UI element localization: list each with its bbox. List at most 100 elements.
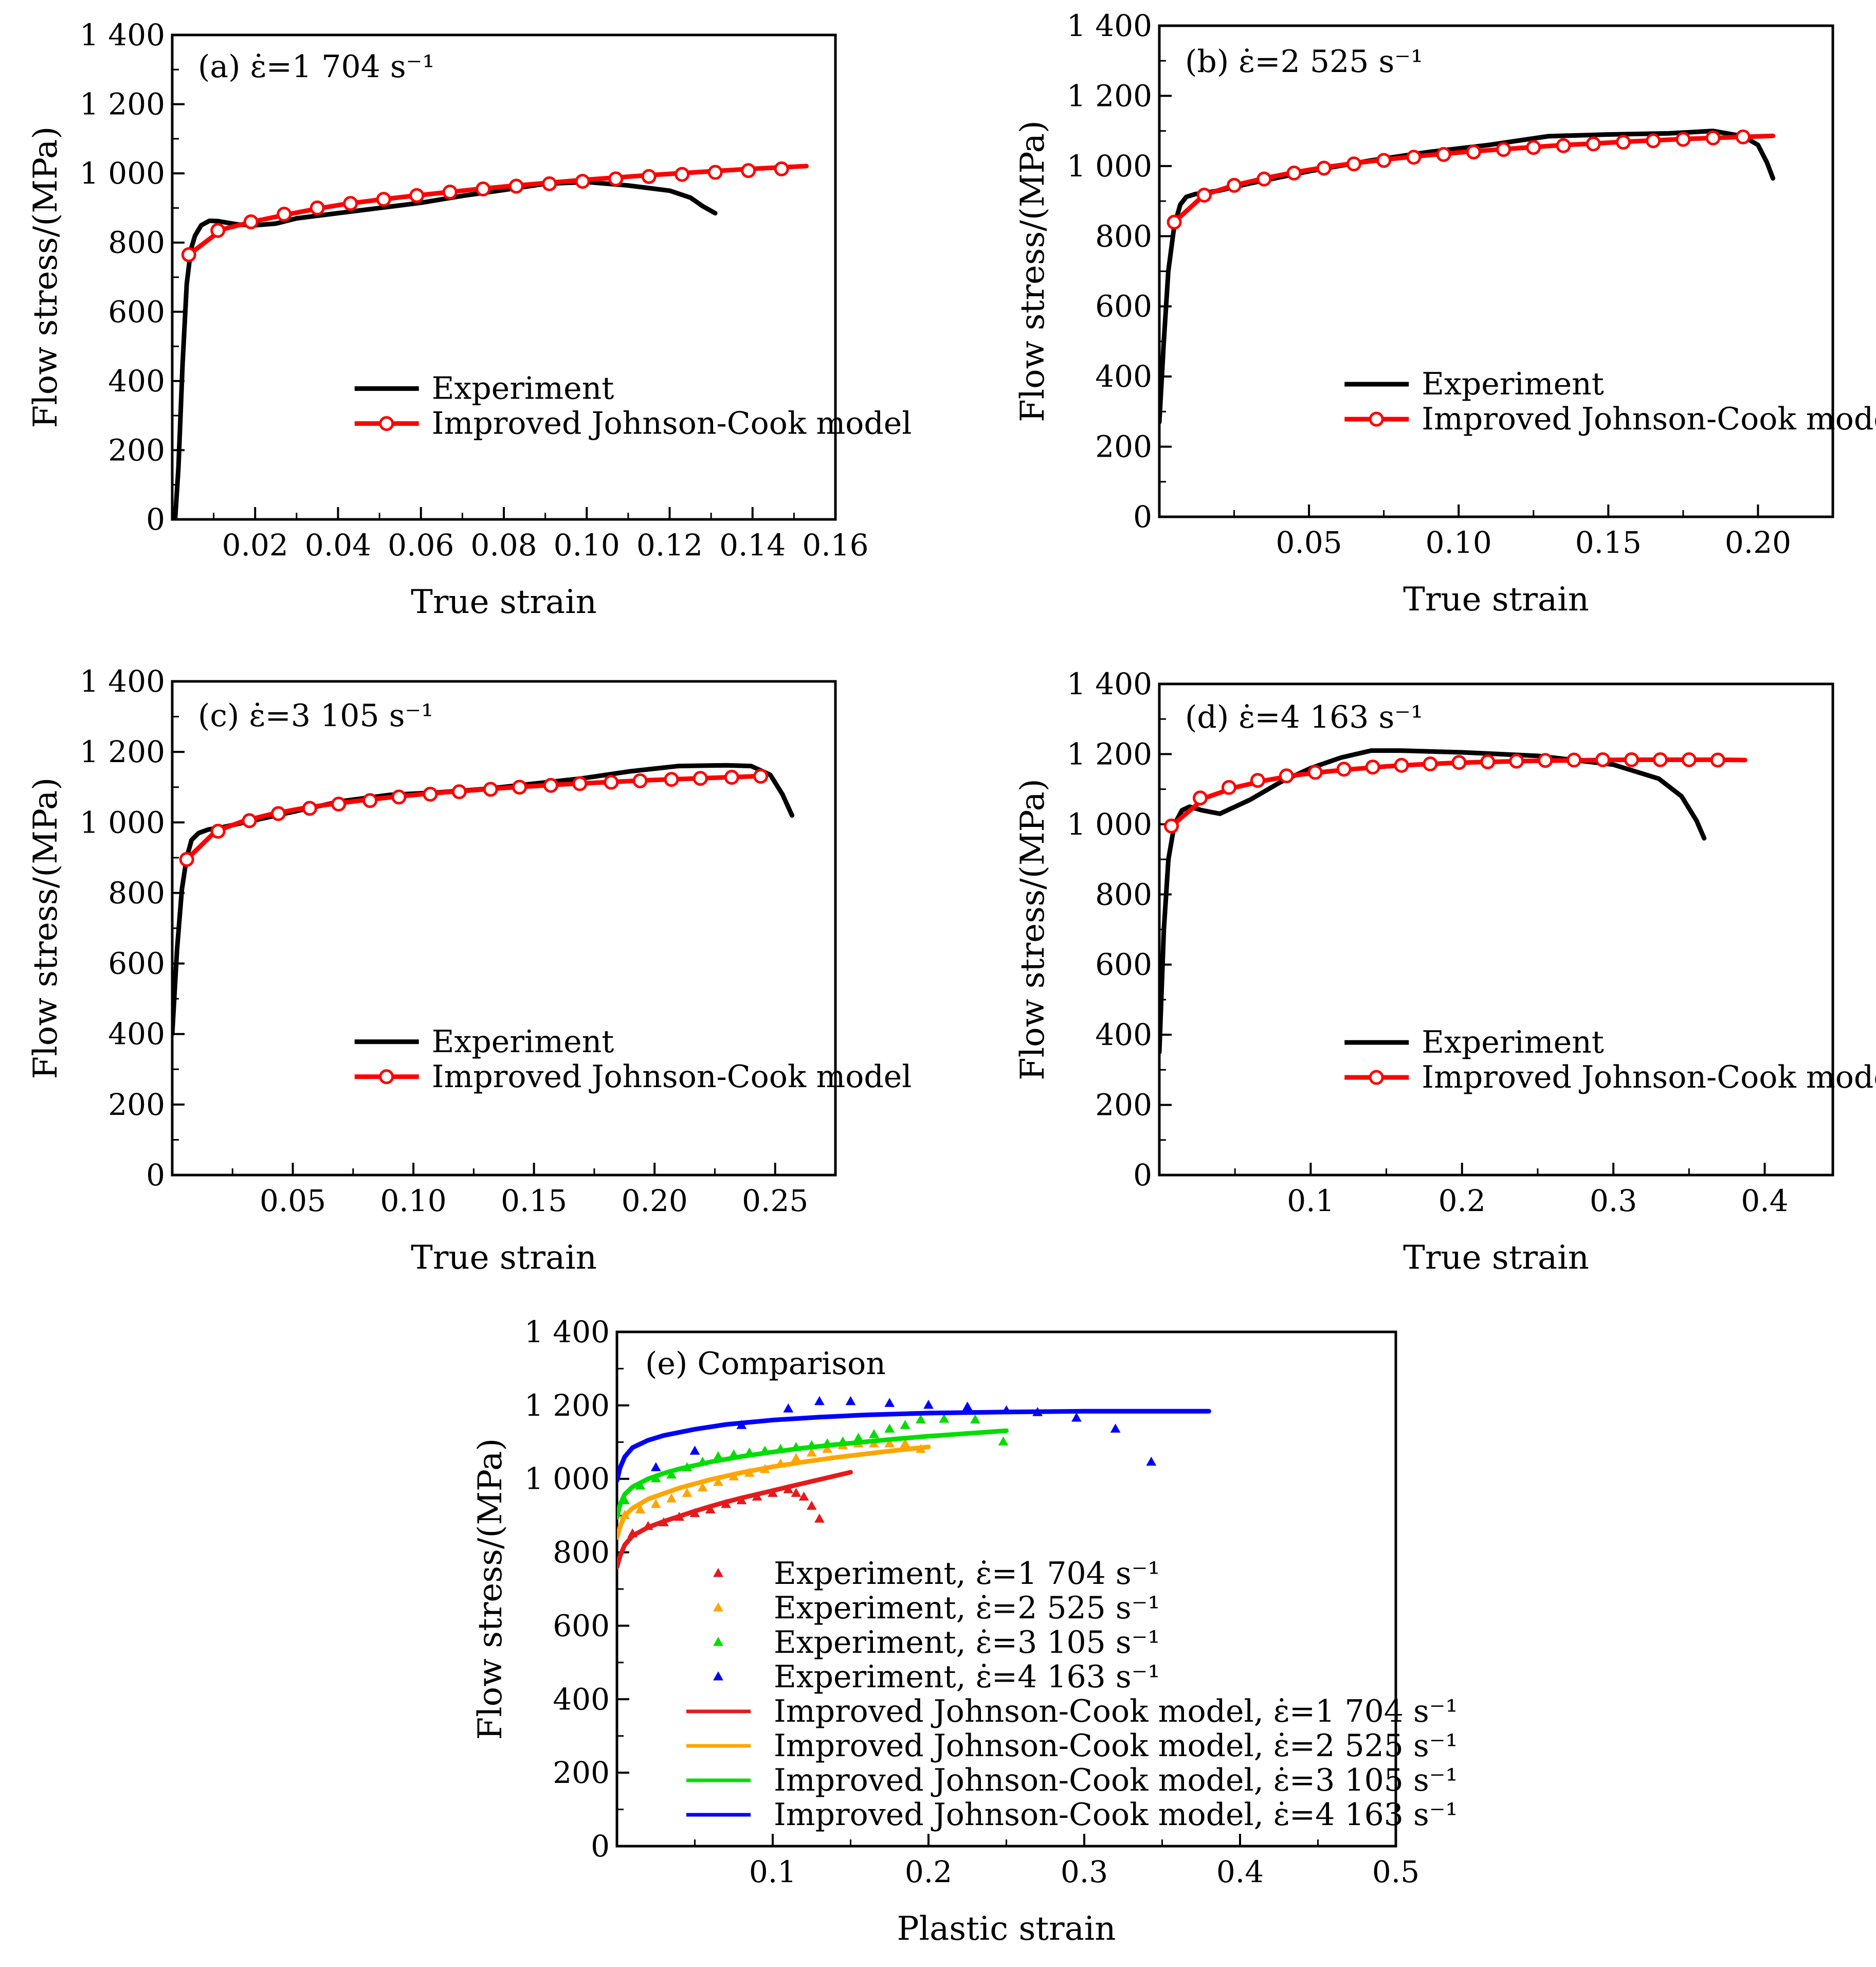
y-tick-label: 1 400 (80, 664, 165, 699)
scatter-point (915, 1414, 926, 1424)
model-marker (451, 784, 467, 800)
scatter-point (900, 1420, 910, 1429)
scatter-point (705, 1504, 716, 1514)
y-tick-label: 0 (146, 1158, 165, 1193)
data-area (1159, 129, 1776, 425)
model-marker (1496, 142, 1511, 157)
scatter-point (666, 1469, 677, 1479)
x-tick-label: 0.2 (905, 1854, 952, 1889)
scatter-point (806, 1447, 817, 1457)
model-marker (741, 163, 756, 178)
y-tick-label: 400 (108, 364, 165, 399)
model-marker (442, 184, 458, 200)
x-tick-label: 0.10 (554, 528, 620, 563)
legend-label: Improved Johnson-Cook model, ε̇=3 105 s⁻… (774, 1762, 1458, 1798)
panel-title: (a) ε̇=1 704 s⁻¹ (198, 49, 434, 85)
model-marker (707, 165, 723, 180)
model-marker (1250, 773, 1265, 788)
chart-panel-c: 0 200 400 600 800 1 000 1 200 1 400 0.05 0.10 0.15… (27, 664, 912, 1277)
scatter-point (689, 1446, 700, 1455)
model-marker (1376, 153, 1392, 168)
y-tick-label: 1 200 (80, 87, 165, 122)
legend-label: Improved Johnson-Cook model, ε̇=2 525 s⁻… (774, 1728, 1458, 1764)
model-marker (1615, 134, 1631, 150)
scatter-point (650, 1462, 661, 1471)
model-marker (1480, 754, 1496, 769)
model-marker (724, 770, 739, 785)
legend-label: Experiment, ε̇=2 525 s⁻¹ (774, 1590, 1160, 1626)
x-tick-label: 0.5 (1372, 1854, 1419, 1889)
scatter-point (682, 1488, 693, 1497)
plot-frame (171, 33, 837, 521)
panel-title: (b) ε̇=2 525 s⁻¹ (1185, 44, 1423, 80)
model-marker (632, 773, 648, 788)
x-tick-label: 0.15 (1575, 525, 1642, 560)
legend-label: Experiment, ε̇=4 163 s⁻¹ (774, 1659, 1160, 1695)
series-line-0 (1159, 748, 1707, 1055)
model-marker (1675, 132, 1691, 147)
y-tick-label: 200 (108, 432, 165, 467)
legend-label: Experiment (1422, 1024, 1604, 1060)
legend-label: Improved Johnson-Cook model (432, 406, 912, 442)
legend-label: Improved Johnson-Cook model, ε̇=4 163 s⁻… (774, 1797, 1458, 1833)
model-marker (1509, 753, 1524, 769)
model-marker (1646, 133, 1661, 149)
y-tick-label: 600 (1095, 289, 1152, 324)
x-tick-label: 0.20 (1725, 525, 1791, 560)
scatter-point (923, 1399, 934, 1409)
x-tick-label: 0.16 (802, 528, 868, 563)
series-line-4 (617, 1470, 853, 1569)
model-marker (774, 161, 789, 176)
x-axis-title: True strain (1403, 1239, 1589, 1277)
scatter-point (798, 1491, 809, 1501)
series-line-0 (173, 179, 718, 519)
x-tick-label: 0.08 (470, 528, 537, 563)
y-axis-title: Flow stress/(MPa) (27, 778, 65, 1079)
model-marker (1406, 150, 1422, 165)
scatter-point (884, 1438, 895, 1448)
model-marker (1451, 755, 1467, 770)
y-axis-title: Flow stress/(MPa) (471, 1438, 509, 1740)
scatter-point (869, 1429, 879, 1438)
series-line-6 (617, 1428, 1009, 1520)
panel-title: (d) ε̇=4 163 s⁻¹ (1185, 699, 1423, 735)
chart-panel-e: 0 200 400 600 800 1 000 1 200 1 400 0.1 0.2 0.3 0.4… (471, 1314, 1458, 1948)
scatter-point (900, 1438, 910, 1448)
x-tick-label: 0.4 (1741, 1183, 1788, 1218)
y-tick-label: 600 (553, 1608, 610, 1643)
y-axis-title: Flow stress/(MPa) (1014, 779, 1052, 1080)
legend-swatch-marker (713, 1637, 723, 1646)
model-marker (1735, 129, 1751, 145)
model-marker (1567, 752, 1582, 768)
model-marker (1279, 768, 1294, 784)
x-axis-title: True strain (1403, 581, 1589, 619)
model-marker (604, 774, 619, 790)
x-tick-label: 0.02 (222, 528, 288, 563)
panel-title: (c) ε̇=3 105 s⁻¹ (198, 698, 433, 734)
model-marker (242, 813, 257, 828)
y-tick-label: 1 000 (80, 805, 165, 840)
legend-label: Experiment, ε̇=1 704 s⁻¹ (774, 1556, 1160, 1592)
x-tick-label: 0.25 (742, 1183, 808, 1218)
model-marker (575, 174, 590, 189)
model-marker (1256, 171, 1272, 187)
model-marker (1164, 818, 1179, 834)
scatter-point (884, 1398, 895, 1407)
model-marker (508, 178, 524, 194)
model-marker (1196, 187, 1212, 203)
model-marker (1710, 752, 1725, 768)
model-marker (376, 192, 391, 207)
scatter-point (814, 1513, 825, 1523)
y-tick-label: 200 (1095, 1088, 1152, 1123)
model-marker (753, 768, 769, 784)
model-marker (664, 772, 679, 787)
model-marker (693, 771, 708, 786)
x-tick-label: 0.12 (636, 528, 703, 563)
y-tick-label: 200 (108, 1087, 165, 1122)
y-tick-label: 0 (146, 502, 165, 537)
chart-panel-b: 0 200 400 600 800 1 000 1 200 1 400 0.05 0.10 0.15… (1014, 8, 1876, 619)
model-marker (1705, 130, 1721, 146)
